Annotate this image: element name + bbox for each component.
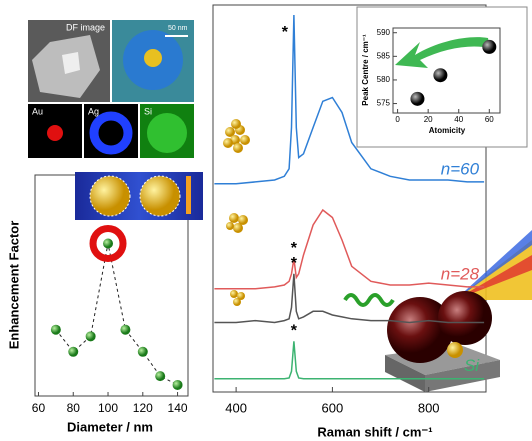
x-axis-title: Diameter / nm [67,419,153,434]
figure: DF image 50 nm Au Ag Si Diameter / nm En… [0,0,532,441]
y-tick-label: 580 [377,75,391,84]
x-axis-title: Atomicity [429,126,466,135]
point [120,325,130,335]
point [433,68,447,82]
nanoparticle-illustration [345,230,532,392]
point [482,40,496,54]
x-tick-label: 400 [225,400,247,415]
x-axis-title: Raman shift / cm⁻¹ [317,424,432,439]
x-tick-label: 80 [67,401,81,415]
x-tick-label: 600 [322,400,344,415]
micrographs [28,20,194,158]
y-axis-title: Peak Centre / cm⁻¹ [361,34,370,106]
peak-marker: * [291,255,298,272]
panel-title: DF image [66,22,105,32]
map-label: Ag [88,106,99,116]
point [86,331,96,341]
point [138,347,148,357]
x-tick-label: 40 [454,115,463,124]
x-tick-label: 60 [32,401,46,415]
x-tick-label: 60 [485,115,494,124]
map-label: Si [144,106,152,116]
series-label: n=28 [441,264,480,283]
peak-marker: * [291,322,298,339]
cluster-icons [223,119,250,306]
point [68,347,78,357]
point [103,239,113,249]
series-label: Si [464,356,480,375]
x-tick-label: 0 [395,115,400,124]
y-tick-label: 590 [377,28,391,37]
x-tick-label: 140 [168,401,188,415]
y-tick-label: 585 [377,51,391,60]
point [410,92,424,106]
point [173,380,183,390]
point [155,371,165,381]
y-axis-title: Enhancement Factor [6,221,21,350]
simulation-inset [75,172,203,220]
map-label: Au [32,106,43,116]
x-tick-label: 20 [424,115,433,124]
x-tick-label: 800 [418,400,440,415]
scale-bar: 50 nm [168,25,188,32]
point [51,325,61,335]
x-tick-label: 120 [133,401,153,415]
x-tick-label: 100 [98,401,118,415]
series-line [56,244,178,385]
peak-marker: * [282,24,289,41]
series-label: n=60 [441,159,480,178]
y-tick-label: 575 [377,99,391,108]
